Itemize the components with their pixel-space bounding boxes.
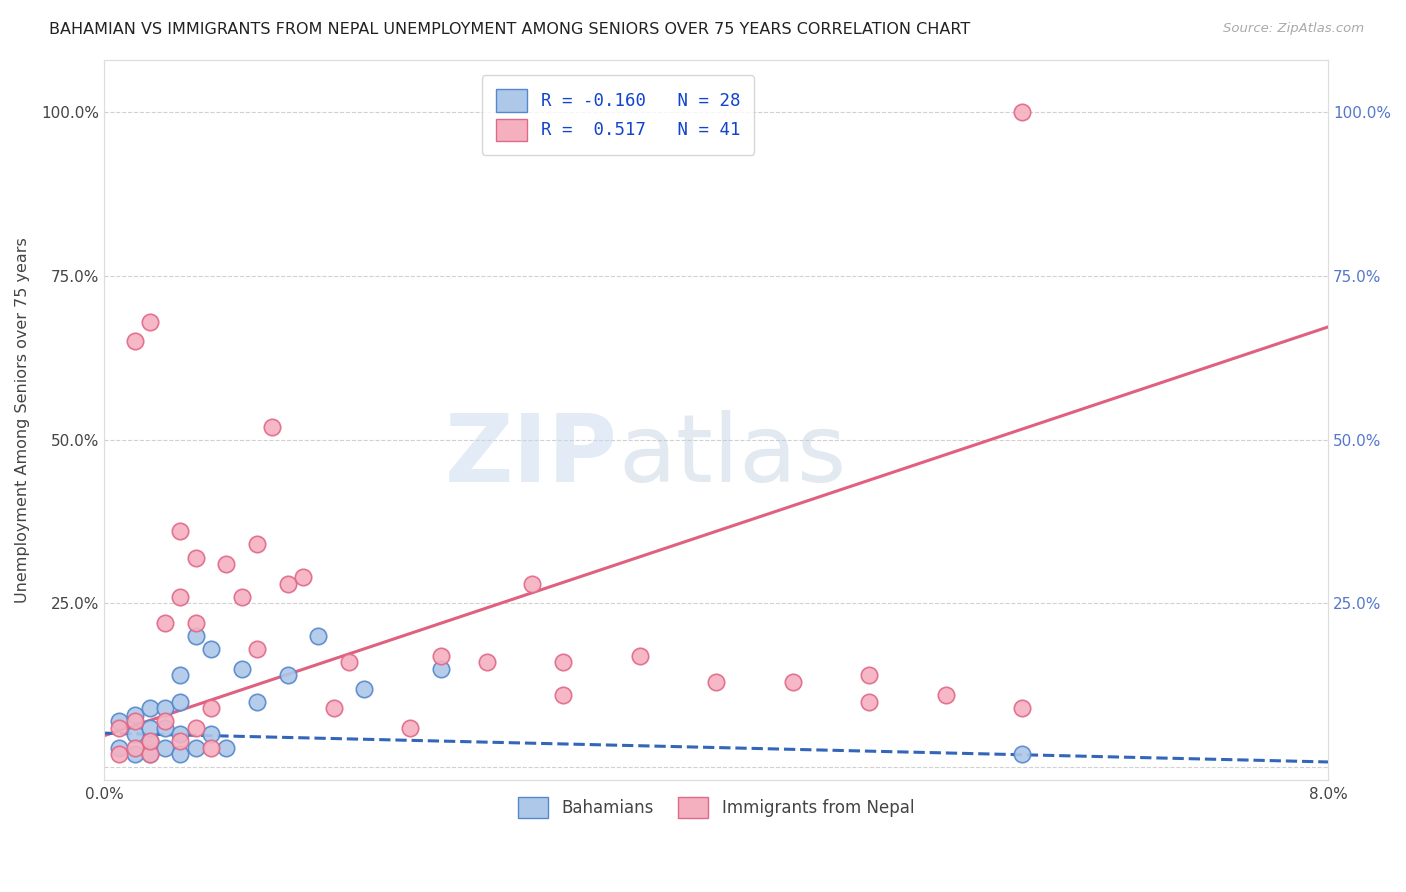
Point — [124, 714, 146, 729]
Point — [139, 315, 162, 329]
Point — [277, 668, 299, 682]
Point — [628, 648, 651, 663]
Text: Source: ZipAtlas.com: Source: ZipAtlas.com — [1223, 22, 1364, 36]
Point — [184, 615, 207, 630]
Point — [169, 727, 191, 741]
Point — [184, 550, 207, 565]
Point — [169, 524, 191, 539]
Y-axis label: Unemployment Among Seniors over 75 years: Unemployment Among Seniors over 75 years — [15, 237, 30, 603]
Point — [108, 714, 131, 729]
Point — [262, 419, 284, 434]
Text: ZIP: ZIP — [446, 410, 619, 502]
Point — [139, 747, 162, 761]
Point — [935, 688, 957, 702]
Point — [169, 590, 191, 604]
Point — [475, 656, 498, 670]
Point — [139, 734, 162, 748]
Point — [551, 656, 574, 670]
Point — [246, 642, 269, 657]
Point — [246, 695, 269, 709]
Point — [153, 714, 176, 729]
Point — [169, 695, 191, 709]
Point — [1011, 105, 1033, 120]
Text: BAHAMIAN VS IMMIGRANTS FROM NEPAL UNEMPLOYMENT AMONG SENIORS OVER 75 YEARS CORRE: BAHAMIAN VS IMMIGRANTS FROM NEPAL UNEMPL… — [49, 22, 970, 37]
Point — [153, 721, 176, 735]
Point — [1011, 747, 1033, 761]
Point — [153, 615, 176, 630]
Point — [124, 740, 146, 755]
Point — [200, 701, 222, 715]
Point — [184, 740, 207, 755]
Text: atlas: atlas — [619, 410, 846, 502]
Legend: Bahamians, Immigrants from Nepal: Bahamians, Immigrants from Nepal — [509, 789, 922, 826]
Point — [153, 740, 176, 755]
Point — [124, 727, 146, 741]
Point — [153, 701, 176, 715]
Point — [399, 721, 422, 735]
Point — [291, 570, 314, 584]
Point — [184, 721, 207, 735]
Point — [246, 537, 269, 551]
Point — [108, 740, 131, 755]
Point — [551, 688, 574, 702]
Point — [200, 642, 222, 657]
Point — [215, 557, 238, 571]
Point — [858, 695, 880, 709]
Point — [139, 747, 162, 761]
Point — [322, 701, 344, 715]
Point — [704, 675, 727, 690]
Point — [169, 747, 191, 761]
Point — [307, 629, 329, 643]
Point — [429, 648, 451, 663]
Point — [169, 734, 191, 748]
Point — [124, 707, 146, 722]
Point — [231, 662, 253, 676]
Point — [215, 740, 238, 755]
Point — [139, 701, 162, 715]
Point — [124, 334, 146, 349]
Point — [200, 740, 222, 755]
Point — [108, 721, 131, 735]
Point — [1011, 701, 1033, 715]
Point — [184, 629, 207, 643]
Point — [200, 727, 222, 741]
Point — [139, 721, 162, 735]
Point — [124, 747, 146, 761]
Point — [277, 576, 299, 591]
Point — [139, 734, 162, 748]
Point — [169, 668, 191, 682]
Point — [858, 668, 880, 682]
Point — [353, 681, 375, 696]
Point — [782, 675, 804, 690]
Point — [231, 590, 253, 604]
Point — [522, 576, 544, 591]
Point — [337, 656, 360, 670]
Point — [108, 747, 131, 761]
Point — [429, 662, 451, 676]
